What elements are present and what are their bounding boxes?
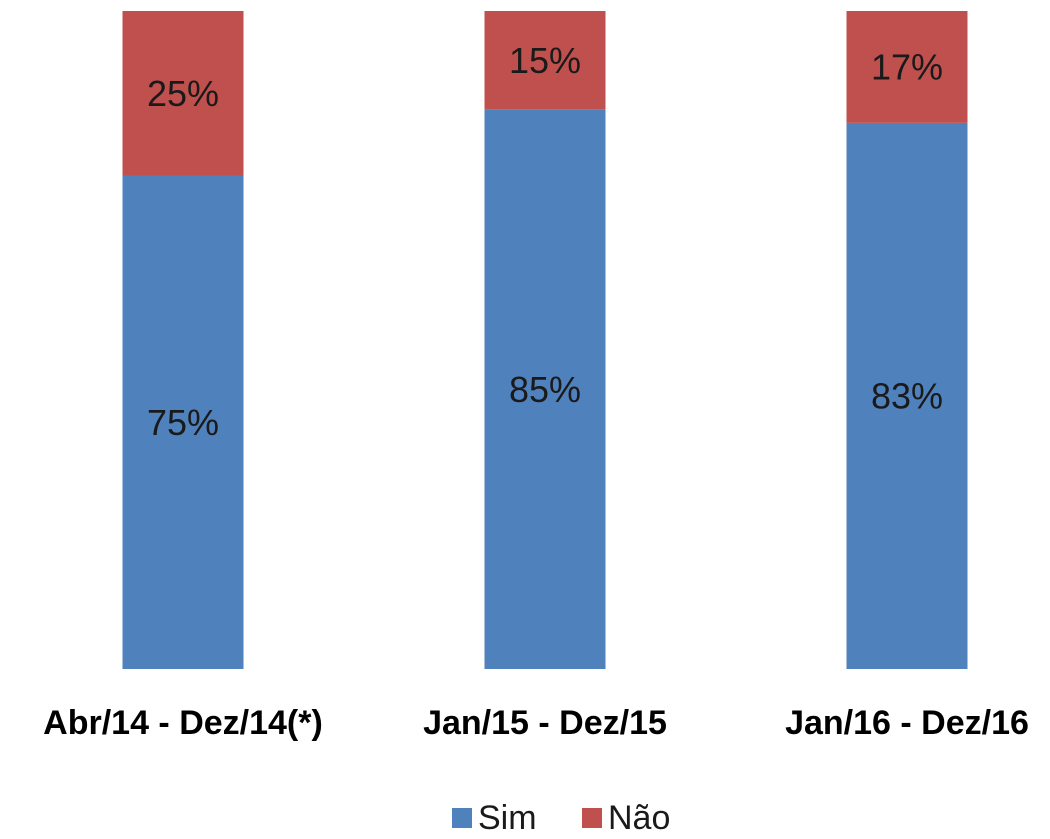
legend-item-nao: Não	[582, 799, 670, 837]
legend-swatch-nao	[582, 808, 602, 828]
data-label-sim-2: 85%	[509, 369, 581, 410]
legend-label-nao: Não	[608, 799, 670, 837]
bar-segment-sim-2	[484, 109, 606, 669]
data-label-nao-1: 25%	[147, 73, 219, 114]
legend-label-sim: Sim	[478, 799, 537, 837]
bar-segment-nao-2	[484, 11, 606, 110]
legend-swatch-sim	[452, 808, 472, 828]
bar-segment-nao-1	[122, 11, 244, 176]
data-label-nao-2: 15%	[509, 40, 581, 81]
data-labels-layer: 75% 25% 85% 15% 83% 17%	[147, 40, 943, 443]
category-label-2: Jan/15 - Dez/15	[423, 704, 667, 742]
bars-layer	[122, 11, 968, 670]
data-label-sim-3: 83%	[871, 375, 943, 416]
data-label-sim-1: 75%	[147, 402, 219, 443]
category-label-1: Abr/14 - Dez/14(*)	[43, 704, 323, 742]
legend-item-sim: Sim	[452, 799, 537, 837]
category-label-3: Jan/16 - Dez/16	[785, 704, 1029, 742]
bar-segment-sim-1	[122, 175, 244, 669]
bar-segment-nao-3	[846, 11, 968, 123]
category-labels-layer: Abr/14 - Dez/14(*) Jan/15 - Dez/15 Jan/16 …	[43, 704, 1029, 742]
bar-segment-sim-3	[846, 122, 968, 670]
legend: Sim Não	[452, 799, 670, 837]
data-label-nao-3: 17%	[871, 46, 943, 87]
